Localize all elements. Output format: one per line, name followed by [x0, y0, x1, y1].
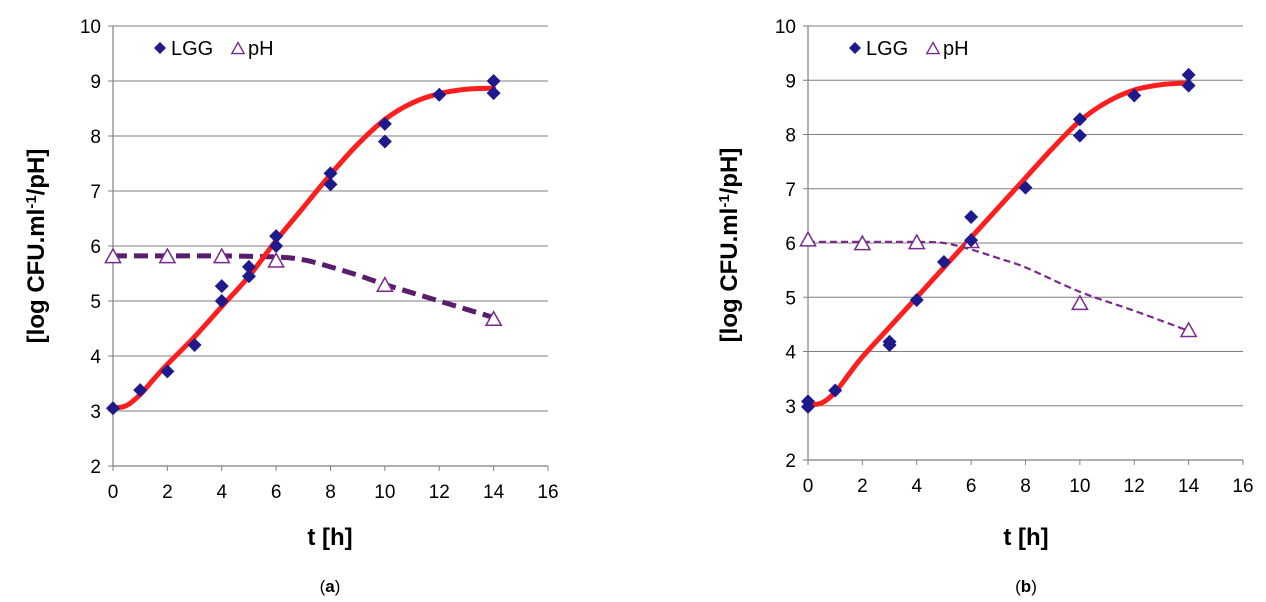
x-tick-label: 12: [429, 482, 450, 503]
legend-lgg-marker: [154, 42, 166, 54]
y-tick-label: 3: [90, 402, 101, 423]
lgg-point: [828, 383, 843, 398]
lgg-point: [160, 364, 175, 379]
y-tick-label: 2: [90, 457, 101, 478]
lgg-point: [1072, 112, 1087, 127]
lgg-point: [486, 86, 501, 101]
y-tick-label: 4: [90, 347, 101, 368]
y-tick-label: 5: [90, 292, 101, 313]
lgg-point: [269, 239, 284, 253]
legend-lgg-marker: [849, 42, 861, 54]
lgg-point: [1072, 128, 1087, 143]
lgg-point: [964, 233, 979, 248]
lgg-point: [1127, 88, 1142, 103]
x-tick-label: 0: [803, 476, 814, 497]
y-tick-label: 6: [785, 234, 796, 255]
lgg-point: [432, 87, 447, 102]
x-tick-label: 6: [271, 482, 282, 503]
x-tick-label: 4: [911, 476, 922, 497]
x-tick-label: 8: [325, 482, 336, 503]
ph-fit-line: [113, 253, 495, 320]
lgg-point: [187, 338, 202, 352]
ph-point: [212, 247, 231, 264]
lgg-point: [241, 259, 256, 274]
y-tick-label: 7: [785, 180, 796, 201]
legend-lgg-label: LGG: [866, 38, 908, 60]
y-tick-label: 5: [785, 288, 796, 309]
ph-point: [104, 247, 122, 264]
x-tick-label: 10: [374, 482, 395, 503]
y-tick-label: 3: [785, 397, 796, 418]
x-tick-label: 6: [966, 476, 977, 497]
x-tick-label: 10: [1069, 476, 1090, 497]
lgg-point: [241, 269, 256, 284]
lgg-point: [214, 279, 229, 294]
ph-point: [853, 234, 872, 251]
lgg-point: [909, 292, 924, 307]
lgg-point: [1181, 78, 1196, 93]
x-tick-label: 12: [1124, 476, 1145, 497]
x-tick-label: 14: [483, 482, 505, 503]
ph-point: [484, 310, 503, 327]
legend-ph-marker: [925, 41, 941, 55]
y-tick-label: 6: [90, 237, 101, 258]
y-tick-label: 8: [785, 126, 796, 147]
ph-point: [375, 276, 394, 292]
legend-ph-marker: [230, 41, 246, 55]
x-tick-label: 16: [1232, 476, 1253, 497]
x-axis-label: t [h]: [307, 524, 352, 551]
lgg-point: [133, 383, 148, 398]
y-tick-label: 9: [90, 72, 101, 93]
ph-point: [267, 251, 286, 268]
x-tick-label: 14: [1178, 476, 1200, 497]
legend-ph-label: pH: [943, 38, 969, 60]
panel-caption: (a): [320, 577, 341, 596]
ph-point: [1179, 321, 1198, 338]
ph-point: [158, 247, 177, 264]
lgg-point: [882, 334, 897, 349]
ph-point: [1071, 294, 1089, 311]
x-tick-label: 0: [108, 482, 119, 503]
lgg-point: [214, 294, 229, 308]
lgg-point: [106, 401, 120, 416]
y-tick-label: 2: [785, 451, 796, 472]
x-tick-label: 2: [162, 482, 173, 503]
y-tick-label: 10: [80, 17, 101, 38]
legend-ph-label: pH: [248, 38, 274, 60]
x-axis-label: t [h]: [1003, 524, 1048, 551]
lgg-point: [377, 116, 392, 131]
lgg-point: [1018, 180, 1033, 195]
lgg-point: [269, 229, 284, 244]
ph-point: [907, 233, 926, 250]
ph-fit-line: [808, 240, 1189, 332]
x-tick-label: 2: [857, 476, 868, 497]
lgg-point: [377, 134, 392, 149]
lgg-point: [964, 209, 979, 224]
y-tick-label: 7: [90, 182, 101, 203]
lgg-point: [323, 177, 338, 192]
y-axis-label: [log CFU.ml-1/pH]: [716, 148, 743, 343]
panel-caption: (b): [1015, 577, 1037, 596]
x-tick-label: 4: [216, 482, 227, 503]
y-tick-label: 9: [785, 71, 796, 92]
y-axis-label: [log CFU.ml-1/pH]: [23, 149, 50, 344]
lgg-point: [1181, 67, 1196, 82]
lgg-point: [801, 394, 815, 409]
y-tick-label: 10: [775, 17, 796, 38]
ph-point: [799, 230, 817, 247]
lgg-point: [486, 74, 501, 88]
y-tick-label: 4: [785, 343, 796, 364]
x-tick-label: 16: [537, 482, 558, 503]
x-tick-label: 8: [1020, 476, 1031, 497]
y-tick-label: 8: [90, 127, 101, 148]
lgg-point: [323, 166, 338, 181]
legend-lgg-label: LGG: [171, 38, 213, 60]
lgg-point: [936, 254, 951, 269]
